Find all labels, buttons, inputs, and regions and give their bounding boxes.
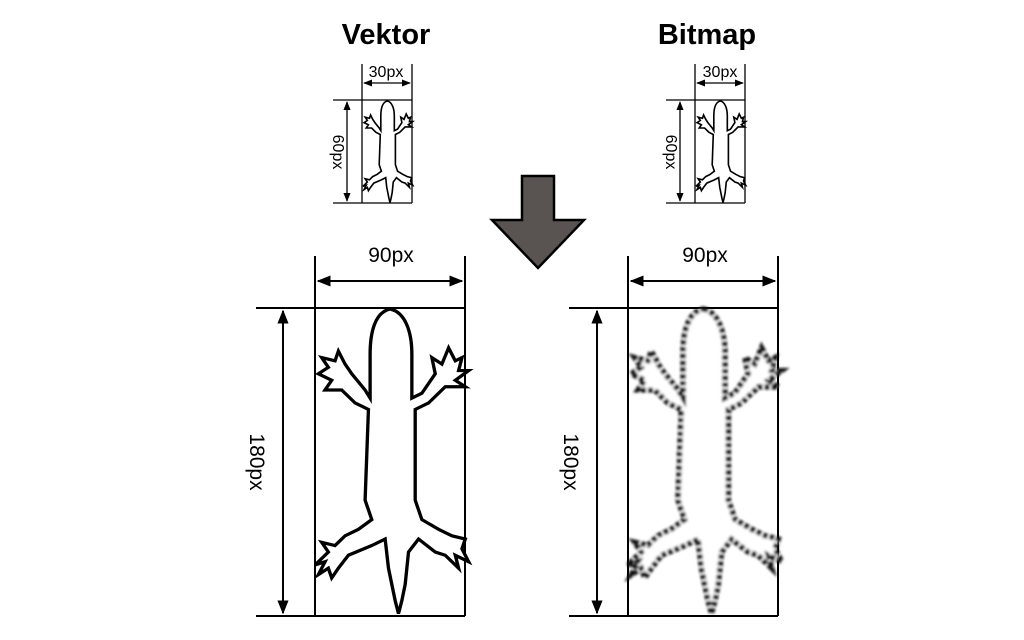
- small-bitmap-gecko: [695, 100, 747, 204]
- large-bitmap-figure: 90px 180px: [559, 244, 782, 617]
- small-bitmap-figure: 30px 60px: [662, 64, 747, 204]
- large-bitmap-gecko: [628, 309, 782, 614]
- small-bitmap-height-label: 60px: [662, 135, 679, 170]
- large-vector-width-label: 90px: [368, 244, 414, 267]
- arrow-down-icon: [489, 174, 587, 270]
- large-vector-height-label: 180px: [245, 433, 268, 491]
- small-vector-width-label: 30px: [369, 64, 404, 81]
- large-bitmap-width-label: 90px: [682, 244, 728, 267]
- small-bitmap-width-label: 30px: [703, 64, 738, 81]
- bitmap-heading: Bitmap: [658, 19, 756, 51]
- vector-heading: Vektor: [342, 19, 431, 51]
- large-vector-gecko: [313, 307, 471, 616]
- large-vector-figure: 90px 180px: [245, 244, 471, 617]
- small-vector-gecko: [362, 100, 414, 204]
- large-bitmap-height-label: 180px: [559, 433, 582, 491]
- small-vector-figure: 30px 60px: [329, 64, 414, 204]
- small-vector-height-label: 60px: [329, 135, 346, 170]
